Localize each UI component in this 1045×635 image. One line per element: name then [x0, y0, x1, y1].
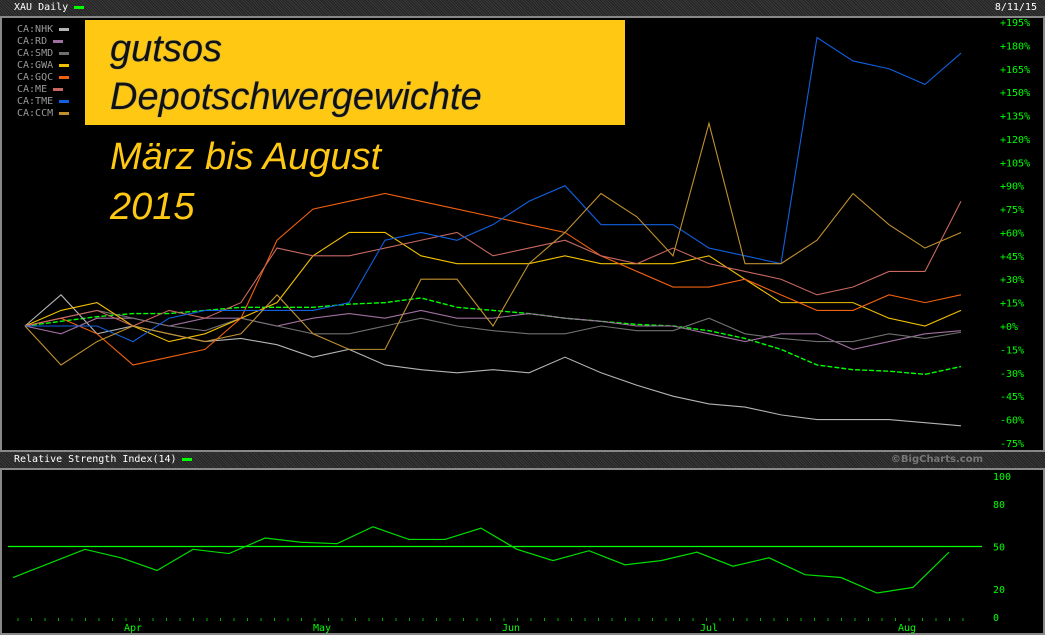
x-tick-label: Aug	[898, 623, 916, 634]
y-tick-label: +90%	[1000, 182, 1024, 193]
legend-item: CA:RD	[17, 36, 69, 48]
legend-swatch	[59, 51, 70, 55]
series-line-ca-ccm	[24, 121, 962, 366]
rsi-panel-frame	[0, 468, 1045, 635]
series-line-ca-smd	[24, 309, 962, 343]
series-line-ca-me	[24, 201, 962, 327]
overlay-line2: Depotschwergewichte	[110, 76, 482, 118]
y-tick-label: +45%	[1000, 252, 1024, 263]
legend-label: CA:RD	[17, 36, 48, 47]
series-line-ca-gwa	[24, 231, 962, 343]
rsi-title: Relative Strength Index(14)	[14, 454, 177, 465]
series-line-xau	[24, 297, 962, 376]
legend-swatch	[59, 27, 70, 31]
rsi-tick-label: 100	[993, 472, 1011, 483]
y-tick-label: +15%	[1000, 299, 1024, 310]
x-tick-label: Apr	[124, 623, 142, 634]
y-tick-label: +0%	[1000, 322, 1018, 333]
y-tick-label: +105%	[1000, 158, 1030, 169]
legend-label: CA:GQC	[17, 72, 54, 83]
y-tick-label: +165%	[1000, 65, 1030, 76]
x-tick-label: Jul	[700, 623, 718, 634]
rsi-swatch	[182, 458, 192, 461]
legend-label: CA:TME	[17, 96, 54, 107]
y-tick-label: +195%	[1000, 18, 1030, 29]
title-swatch	[74, 6, 84, 9]
legend-swatch	[59, 111, 70, 115]
series-line-ca-rd	[24, 309, 962, 350]
legend-swatch	[59, 75, 70, 79]
chart-title: XAU Daily	[14, 2, 69, 13]
credit: ©BigCharts.com	[890, 454, 983, 465]
legend-swatch	[53, 87, 64, 91]
legend-item: CA:ME	[17, 84, 69, 96]
y-tick-label: -30%	[1000, 369, 1024, 380]
legend-label: CA:GWA	[17, 60, 54, 71]
legend-item: CA:TME	[17, 96, 70, 108]
rsi-line	[12, 526, 950, 594]
rsi-tick-label: 0	[993, 613, 999, 624]
x-tick-label: Jun	[502, 623, 520, 634]
legend-swatch	[59, 99, 70, 103]
rsi-tick-label: 50	[993, 543, 1005, 554]
series-line-ca-nhk	[24, 294, 962, 427]
series-line-ca-tme	[25, 36, 962, 343]
chart-date: 8/11/15	[994, 2, 1037, 13]
legend-item: CA:CCM	[17, 108, 70, 120]
legend-item: CA:GWA	[17, 60, 70, 72]
legend-item: CA:GQC	[17, 72, 70, 84]
y-tick-label: -45%	[1000, 392, 1024, 403]
overlay-line4: 2015	[110, 186, 195, 228]
legend-label: CA:ME	[17, 84, 48, 95]
legend-swatch	[53, 39, 64, 43]
y-tick-label: -75%	[1000, 439, 1024, 450]
title-banner	[85, 20, 625, 125]
rsi-tick-label: 80	[993, 500, 1005, 511]
legend-item: CA:SMD	[17, 48, 70, 60]
legend-label: CA:SMD	[17, 48, 54, 59]
y-tick-label: -15%	[1000, 345, 1024, 356]
legend-label: CA:CCM	[17, 108, 54, 119]
y-tick-label: -60%	[1000, 416, 1024, 427]
legend: CA:NHK CA:RD CA:SMD CA:GWA CA:GQC CA:ME CA:TME…	[17, 24, 70, 120]
overlay-line3: März bis August	[110, 136, 382, 178]
y-tick-label: +180%	[1000, 41, 1030, 52]
legend-label: CA:NHK	[17, 24, 54, 35]
y-tick-label: +135%	[1000, 112, 1030, 123]
main-panel-frame	[0, 16, 1045, 452]
y-tick-label: +120%	[1000, 135, 1030, 146]
rsi-tick-label: 20	[993, 585, 1005, 596]
y-tick-label: +150%	[1000, 88, 1030, 99]
legend-item: CA:NHK	[17, 24, 70, 36]
y-tick-label: +75%	[1000, 205, 1024, 216]
x-tick-label: May	[313, 623, 331, 634]
series-line-ca-gqc	[24, 192, 962, 366]
overlay-line1: gutsos	[110, 28, 222, 70]
legend-swatch	[59, 63, 70, 67]
y-tick-label: +30%	[1000, 275, 1024, 286]
y-tick-label: +60%	[1000, 228, 1024, 239]
